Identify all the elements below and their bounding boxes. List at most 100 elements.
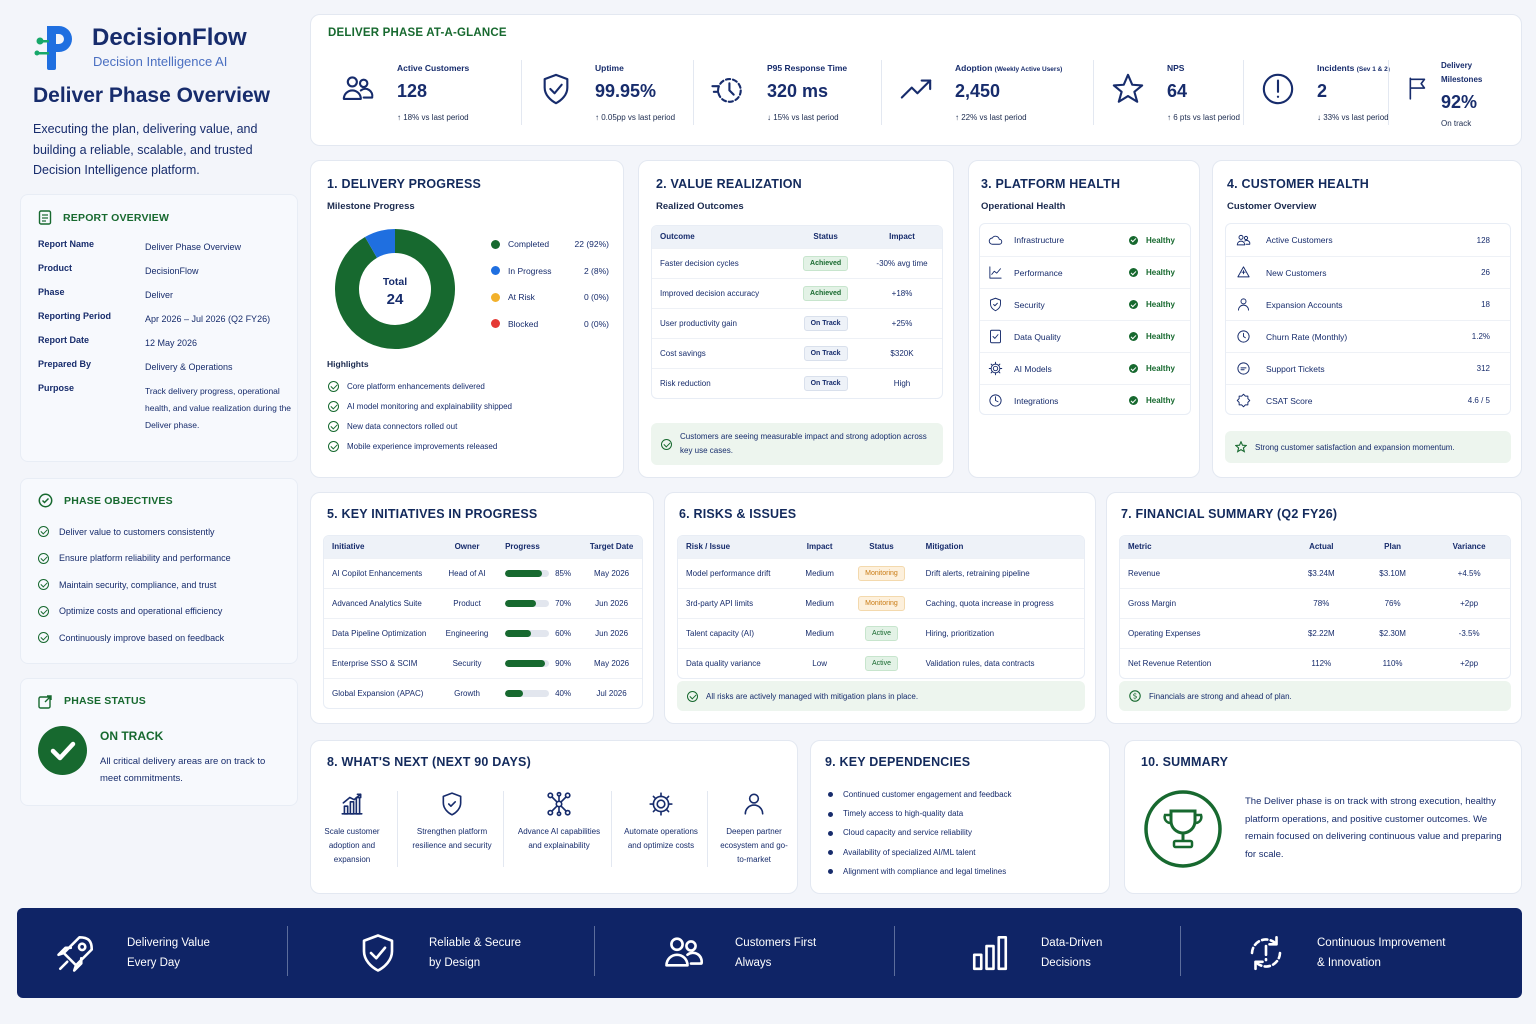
kpi-change: ↓ 33% vs last period — [1317, 113, 1389, 122]
risks-note-text: All risks are actively managed with miti… — [706, 691, 919, 701]
footer-line2: by Design — [429, 957, 481, 969]
dollar-icon: $ — [1129, 690, 1141, 702]
customer-health-card: 4. CUSTOMER HEALTH Customer Overview Act… — [1212, 160, 1522, 478]
status-badge: Monitoring — [858, 595, 905, 611]
kpi-label: Incidents (Sev 1 & 2) — [1317, 63, 1390, 73]
report-value: 12 May 2026 — [145, 338, 198, 348]
risk-impact: Medium — [793, 557, 846, 588]
status-badge: Active — [864, 655, 898, 671]
legend-label: Completed — [508, 239, 550, 249]
health-label: Infrastructure — [1014, 235, 1065, 245]
arrow-up-icon: ↑ — [1167, 113, 1171, 122]
bullet — [828, 849, 833, 855]
operational-health-subtitle: Operational Health — [981, 201, 1066, 212]
customer-row: CSAT Score 4.6 / 5 — [1226, 384, 1510, 414]
phase-status-panel: PHASE STATUS ON TRACK All critical deliv… — [20, 678, 298, 806]
bullet — [828, 869, 833, 875]
next-text: Deepen partner ecosystem and go-to-marke… — [720, 827, 788, 864]
customer-label: Support Tickets — [1266, 363, 1325, 374]
risks-table: Risk / Issue Impact Status Mitigation Model… — [677, 535, 1085, 679]
outcome-name: Risk reduction — [652, 367, 790, 398]
platform-health-card: 3. PLATFORM HEALTH Operational Health In… — [968, 160, 1200, 478]
rocket-icon — [57, 935, 94, 972]
customer-value: 128 — [1476, 235, 1490, 245]
progress-fill — [505, 690, 523, 698]
health-row: Data Quality Healthy — [980, 320, 1190, 352]
kpi-label-text: Incidents — [1317, 63, 1355, 73]
initiative-owner: Security — [436, 647, 498, 678]
risk-impact: Low — [793, 647, 846, 678]
footer-divider — [287, 926, 288, 976]
kpi-value: 92% — [1441, 92, 1478, 112]
progress-label: 85% — [555, 568, 572, 578]
highlights-title: Highlights — [327, 359, 369, 369]
progress-fill — [505, 629, 532, 637]
customer-row: New Customers 26 — [1226, 256, 1510, 288]
kpi-label: Delivery Milestones — [1441, 61, 1483, 84]
legend-item: Completed 22 (92%) — [491, 239, 609, 249]
kpi-change: ↑ 0.05pp vs last period — [595, 113, 675, 122]
user-icon — [1238, 298, 1249, 311]
dependency-text: Cloud capacity and service reliability — [843, 828, 972, 838]
timer-icon — [711, 78, 742, 103]
risks-note: All risks are actively managed with miti… — [677, 681, 1085, 711]
progress-fill — [505, 569, 543, 577]
kpi-value: 2,450 — [955, 81, 1001, 101]
realized-outcomes-subtitle: Realized Outcomes — [656, 201, 744, 212]
divider — [611, 791, 612, 867]
initiative-owner: Head of AI — [436, 557, 498, 588]
highlight-text: Core platform enhancements delivered — [347, 382, 485, 391]
customer-value: 26 — [1481, 268, 1490, 277]
kpi-label-text: NPS — [1167, 63, 1185, 73]
users-icon — [1236, 234, 1251, 245]
summary-title: 10. SUMMARY — [1141, 755, 1229, 769]
check-icon — [328, 421, 339, 432]
footer-divider — [1180, 926, 1181, 976]
summary-text: The Deliver phase is on track with stron… — [1245, 796, 1502, 860]
clock-icon — [1237, 330, 1250, 343]
kpi-label: Uptime — [595, 63, 624, 73]
value-note-text: Customers are seeing measurable impact a… — [680, 432, 927, 455]
page-description: Executing the plan, delivering value, an… — [33, 122, 258, 177]
kpi-change-text: 33% vs last period — [1323, 113, 1389, 122]
risks-header: Status — [845, 536, 918, 558]
risk-mitigation: Drift alerts, retraining pipeline — [917, 557, 1084, 588]
table-row: Global Expansion (APAC) Growth 40% Jul 2… — [324, 677, 642, 708]
highlight-item: Core platform enhancements delivered — [328, 381, 485, 392]
customer-value: 4.6 / 5 — [1467, 396, 1490, 405]
table-row: Cost savings On Track $320K — [652, 337, 942, 368]
brand-logo — [33, 24, 79, 72]
legend-swatch — [491, 319, 500, 328]
next-item: Deepen partner ecosystem and go-to-marke… — [709, 791, 799, 867]
shield-icon — [442, 792, 462, 816]
status-badge: Achieved — [803, 285, 849, 301]
divider — [503, 791, 504, 867]
kpi-label: P95 Response Time — [767, 63, 847, 73]
footer-line2: & Innovation — [1317, 957, 1381, 969]
table-row: AI Copilot Enhancements Head of AI 85% M… — [324, 557, 642, 588]
legend-swatch — [491, 266, 500, 275]
kpi-change: ↓ 15% vs last period — [767, 113, 839, 122]
customer-row: Active Customers 128 — [1226, 224, 1510, 256]
report-overview-title: REPORT OVERVIEW — [63, 212, 170, 224]
progress-bar — [505, 629, 550, 637]
initiatives-header: Owner — [436, 536, 498, 558]
table-row: Net Revenue Retention 112% 110% +2pp — [1120, 647, 1510, 678]
platform-health-title: 3. PLATFORM HEALTH — [981, 177, 1121, 191]
report-label: Product — [38, 263, 73, 273]
next-text: Scale customer adoption and expansion — [324, 827, 380, 864]
kpi-label: Active Customers — [397, 63, 469, 73]
fin-metric: Gross Margin — [1120, 587, 1286, 618]
progress-fill — [505, 599, 536, 607]
health-list: Infrastructure Healthy Performance Healt… — [979, 223, 1191, 415]
status-label: ON TRACK — [100, 729, 164, 743]
customer-row: Expansion Accounts 18 — [1226, 288, 1510, 320]
status-badge: Active — [864, 625, 898, 641]
logo-icon — [34, 26, 72, 70]
initiative-target: Jun 2026 — [581, 587, 642, 618]
initiatives-table: Initiative Owner Progress Target Date AI Co… — [323, 535, 643, 709]
fin-variance: +4.5% — [1428, 557, 1510, 588]
footer-item: Customers First Always — [663, 908, 816, 998]
status-export-icon — [38, 695, 52, 709]
dependency-text: Timely access to high-quality data — [843, 809, 964, 819]
